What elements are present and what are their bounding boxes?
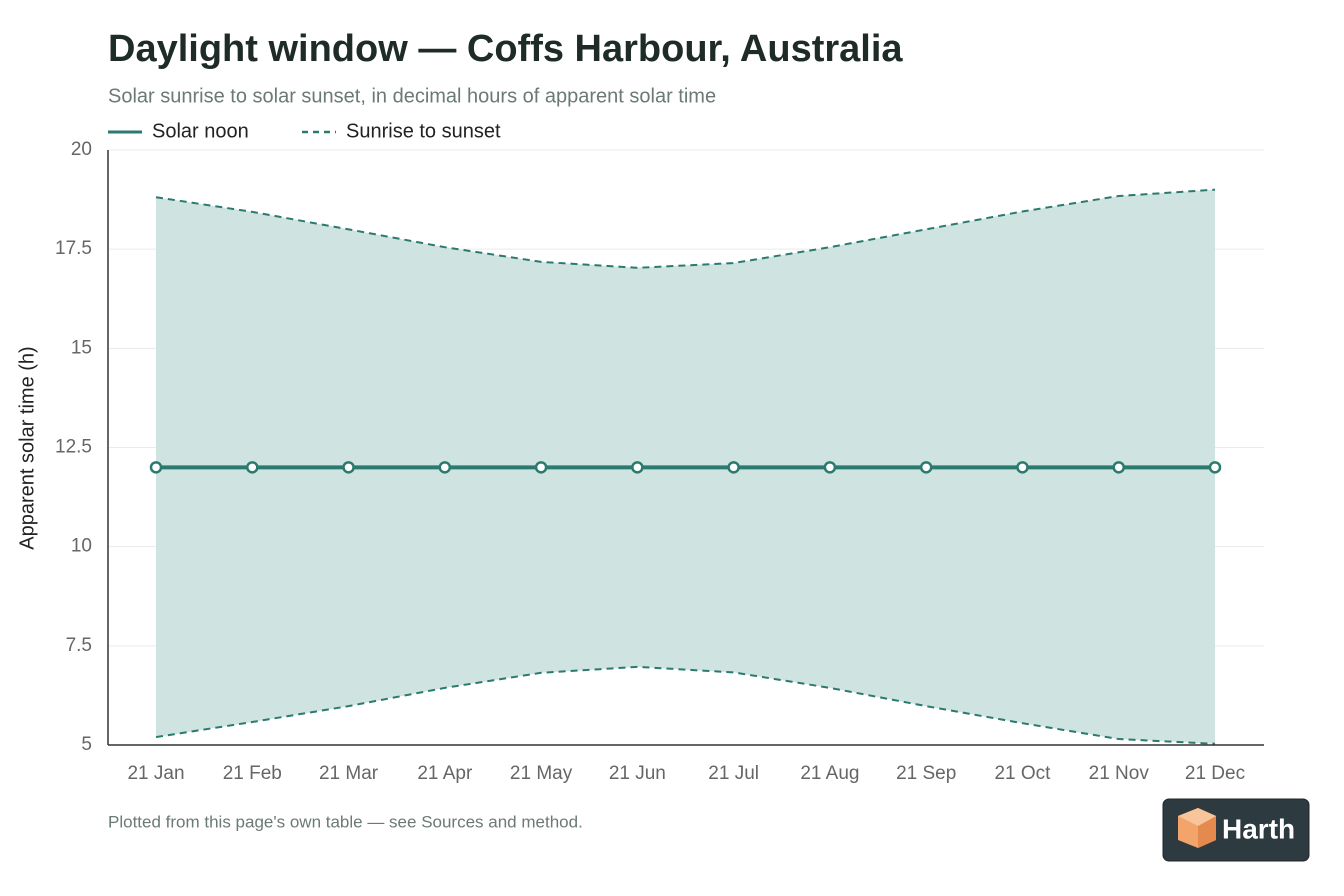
x-tick-label: 21 May [510,763,573,784]
logo-icon-top [1178,808,1216,826]
chart-title: Daylight window — Coffs Harbour, Austral… [108,28,903,70]
noon-marker [534,461,548,474]
logo-icon-side [1198,816,1216,848]
y-tick-label: 10 [71,536,92,557]
chart-subtitle: Solar sunrise to solar sunset, in decima… [108,85,716,107]
noon-marker [246,461,259,474]
noon-marker [823,461,837,474]
legend-label: Solar noon [152,120,249,142]
sunset-line [155,188,1216,269]
noon-marker [1112,461,1125,474]
x-tick-label: 21 Nov [1089,763,1150,784]
x-tick-label: 21 Apr [417,763,473,784]
noon-marker [919,461,933,474]
legend-label: Sunrise to sunset [346,120,501,142]
x-tick-label: 21 Jun [609,763,666,784]
legend: Solar noon Sunrise to sunset [108,120,501,142]
y-tick-label: 7.5 [66,635,92,656]
x-tick-label: 21 Feb [223,763,282,784]
y-tick-label: 17.5 [55,238,92,259]
noon-marker [149,461,163,474]
x-tick-label: 21 Sep [896,763,956,784]
noon-marker [342,461,355,474]
noon-marker [1016,461,1029,474]
y-tick-label: 15 [71,337,92,358]
y-tick-label: 20 [71,139,92,160]
x-tick-label: 21 Mar [319,763,379,784]
x-tick-label: 21 Dec [1185,763,1245,784]
noon-marker [438,461,452,474]
noon-marker [1208,461,1222,474]
x-tick-label: 21 Oct [994,763,1051,784]
plot-area: 5 7.5 10 12.5 15 17.5 20 21 Jan 21 Feb 21 Mar 21 A… [55,139,1264,784]
y-axis-label: Apparent solar time (h) [16,346,38,549]
footnote: Plotted from this page's own table — see… [108,812,583,831]
y-tick-label: 5 [81,734,92,755]
x-tick-label: 21 Aug [800,763,859,784]
x-tick-label: 21 Jul [708,763,759,784]
brand-logo: Harth [1162,798,1310,862]
y-tick-label: 12.5 [55,437,92,458]
noon-marker [631,461,644,474]
logo-text: Harth [1222,813,1295,844]
x-tick-label: 21 Jan [127,763,184,784]
sunrise-line [155,665,1216,745]
noon-marker [727,461,740,474]
